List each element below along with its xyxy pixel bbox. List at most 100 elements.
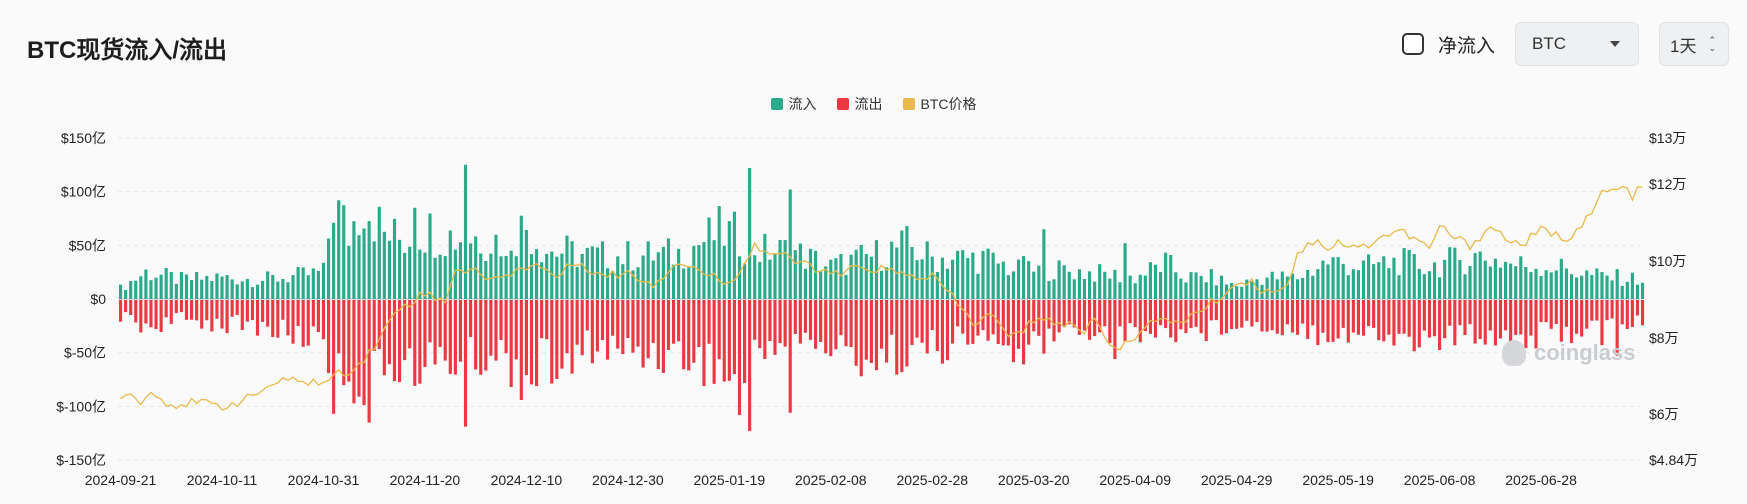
outflow-bar xyxy=(255,300,260,336)
outflow-bar xyxy=(819,300,823,342)
outflow-bar xyxy=(971,300,975,344)
inflow-bar xyxy=(1158,272,1163,299)
legend-label-price: BTC价格 xyxy=(920,96,977,112)
inflow-bar xyxy=(286,282,290,299)
x-tick-label: 2024-12-10 xyxy=(491,472,563,488)
inflow-bar xyxy=(321,262,326,299)
outflow-bar xyxy=(763,300,767,359)
y-right-tick-label: $6万 xyxy=(1649,406,1679,422)
inflow-bar xyxy=(245,278,249,299)
outflow-bar xyxy=(1265,300,1269,332)
x-tick-label: 2024-11-20 xyxy=(390,472,461,488)
outflow-bar xyxy=(1402,300,1406,334)
inflow-bar xyxy=(1402,248,1406,299)
inflow-bar xyxy=(763,233,767,299)
inflow-bar xyxy=(1463,274,1467,299)
x-tick-label: 2024-10-11 xyxy=(187,472,258,488)
outflow-bar xyxy=(1564,300,1569,327)
outflow-bar xyxy=(1113,300,1117,360)
inflow-bar xyxy=(550,251,554,299)
inflow-bar xyxy=(636,267,640,299)
outflow-bar xyxy=(1443,300,1447,339)
y-left-tick-label: $0 xyxy=(90,291,106,307)
inflow-bar xyxy=(1093,281,1097,299)
inflow-bar xyxy=(1498,267,1503,299)
outflow-bar xyxy=(159,300,163,333)
inflow-bar xyxy=(1123,243,1127,299)
outflow-bar xyxy=(1011,300,1016,363)
inflow-bar xyxy=(1275,279,1279,299)
outflow-bar xyxy=(621,300,625,355)
inflow-bar xyxy=(413,207,417,299)
inflow-bar xyxy=(1509,263,1513,299)
interval-select-value: 1天 xyxy=(1670,36,1697,56)
outflow-bar xyxy=(210,300,214,332)
outflow-bar xyxy=(1032,300,1036,332)
inflow-bar xyxy=(1367,254,1371,299)
inflow-bar xyxy=(372,241,376,299)
legend-item-outflow[interactable]: 流出 xyxy=(836,94,883,114)
outflow-bar xyxy=(1468,300,1472,325)
inflow-bar xyxy=(494,234,498,299)
inflow-bar xyxy=(935,272,939,299)
y-right-tick-label: $12万 xyxy=(1649,176,1686,192)
inflow-bar xyxy=(1311,275,1315,299)
outflow-bar xyxy=(352,300,356,404)
inflow-bar xyxy=(702,242,706,299)
outflow-bar xyxy=(1498,300,1503,339)
inflow-bar xyxy=(1605,275,1609,299)
inflow-bar xyxy=(803,268,808,299)
outflow-bar xyxy=(641,300,645,368)
outflow-bar xyxy=(1453,300,1457,346)
net-flow-checkbox[interactable] xyxy=(1401,33,1424,55)
legend-item-inflow[interactable]: 流入 xyxy=(770,94,817,114)
outflow-bar xyxy=(636,300,640,347)
outflow-bar xyxy=(494,300,498,361)
outflow-bar xyxy=(844,300,848,347)
outflow-bar xyxy=(1321,300,1325,333)
outflow-bar xyxy=(859,300,863,377)
inflow-bar xyxy=(661,246,665,299)
outflow-bar xyxy=(458,300,463,362)
inflow-bar xyxy=(1346,275,1350,299)
inflow-bar xyxy=(1280,271,1284,299)
inflow-bar xyxy=(118,284,123,299)
outflow-bar xyxy=(1153,300,1158,338)
outflow-bar xyxy=(139,300,143,333)
outflow-bar xyxy=(1635,300,1640,316)
inflow-bar xyxy=(1301,277,1305,299)
outflow-bar xyxy=(788,300,792,413)
inflow-bar xyxy=(722,245,726,299)
inflow-bar xyxy=(1519,256,1523,299)
outflow-bar xyxy=(1158,300,1163,326)
outflow-bar xyxy=(793,300,797,335)
outflow-bar xyxy=(1422,300,1426,331)
inflow-bar xyxy=(1432,262,1437,299)
inflow-bar xyxy=(1575,277,1579,299)
outflow-bar xyxy=(737,300,742,415)
outflow-bar xyxy=(1052,300,1056,342)
outflow-bar xyxy=(824,300,828,354)
inflow-bar xyxy=(1148,262,1152,299)
inflow-bar xyxy=(920,259,924,299)
outflow-bar xyxy=(453,300,457,375)
inflow-bar xyxy=(1544,270,1548,299)
inflow-bar xyxy=(1052,279,1056,299)
outflow-bar xyxy=(1306,300,1310,339)
inflow-bar xyxy=(1270,271,1274,299)
coin-select-value: BTC xyxy=(1532,34,1566,53)
net-flow-toggle[interactable]: 净流入 xyxy=(1401,31,1495,58)
outflow-bar xyxy=(1199,300,1203,334)
y-right-tick-label: $13万 xyxy=(1649,130,1686,146)
x-tick-label: 2024-10-31 xyxy=(288,472,360,488)
outflow-bar xyxy=(687,300,691,371)
outflow-bar xyxy=(1534,300,1538,349)
inflow-bar xyxy=(1077,269,1081,299)
interval-select[interactable]: 1天 ⌃ ⌄ xyxy=(1659,22,1729,66)
legend-item-price[interactable]: BTC价格 xyxy=(902,94,977,114)
inflow-bar xyxy=(514,256,518,299)
inflow-bar xyxy=(1382,256,1386,299)
inflow-bar xyxy=(179,272,183,299)
coin-select[interactable]: BTC xyxy=(1515,22,1639,66)
outflow-bar xyxy=(1448,300,1452,326)
